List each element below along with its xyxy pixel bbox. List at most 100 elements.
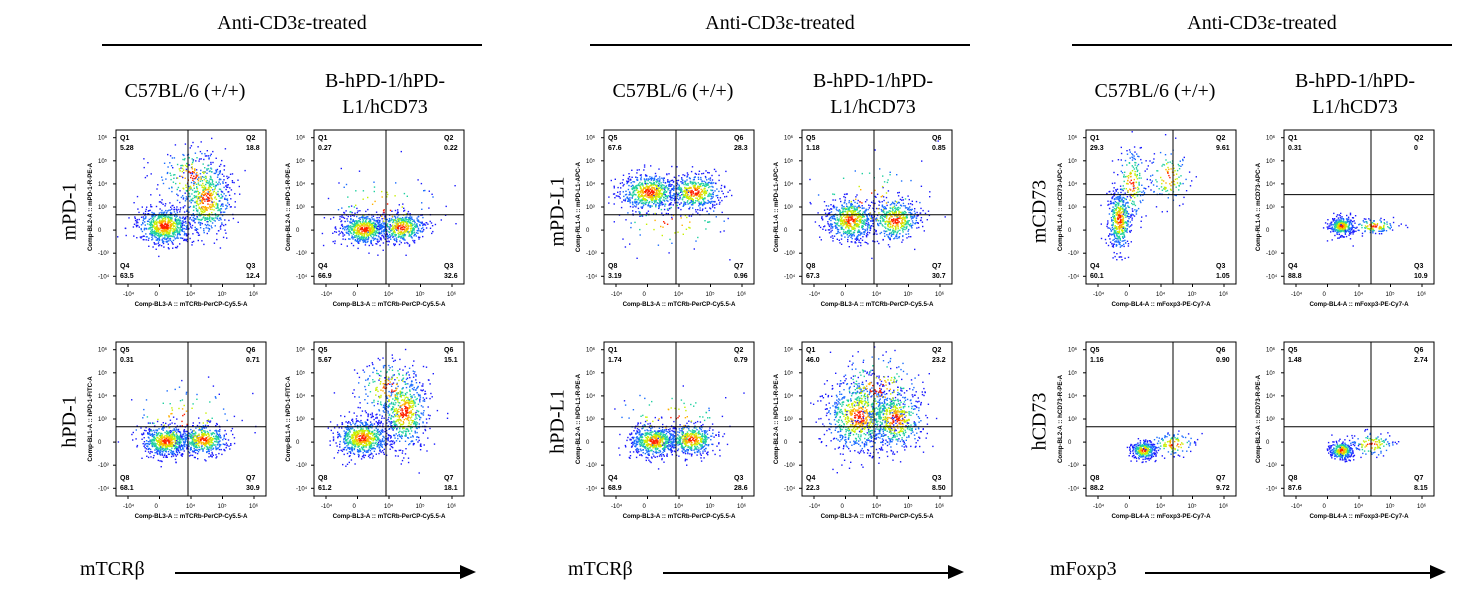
quadrant-label: Q2 xyxy=(1216,135,1225,142)
x-tick-label: -10⁴ xyxy=(809,291,821,298)
x-tick-label: -10⁴ xyxy=(1291,503,1303,510)
row-label-human: hPD-1 xyxy=(58,395,81,448)
y-tick-label: -10⁴ xyxy=(98,273,110,280)
quadrant-percent: 5.28 xyxy=(120,145,134,152)
x-tick-label: 0 xyxy=(643,504,647,510)
cell-events xyxy=(327,348,449,474)
quadrant-label: Q6 xyxy=(1414,347,1423,354)
quadrant-label: Q5 xyxy=(318,347,327,354)
quadrant-percent: 9.72 xyxy=(1216,485,1230,492)
header-underline xyxy=(590,44,970,46)
plot-frame xyxy=(313,129,465,285)
quadrant-percent: 63.5 xyxy=(120,273,134,280)
y-tick-label: -10⁴ xyxy=(586,273,598,280)
quadrant-label: Q8 xyxy=(1090,475,1099,482)
x-tick-label: -10⁴ xyxy=(123,503,135,510)
column-label-humanized: B-hPD-1/hPD-L1/hCD73 xyxy=(812,70,933,118)
quadrant-label: Q3 xyxy=(932,475,941,482)
x-tick-label: 10⁴ xyxy=(1354,291,1364,298)
quadrant-label: Q8 xyxy=(806,263,815,270)
y-tick-label: 10⁵ xyxy=(784,370,794,377)
quadrant-label: Q4 xyxy=(1288,263,1297,270)
y-tick-label: -10³ xyxy=(1266,251,1277,257)
x-axis-arrow-line xyxy=(663,572,948,574)
x-axis-marker-label: mFoxp3 xyxy=(1050,558,1117,580)
quadrant-percent: 61.2 xyxy=(318,485,332,492)
cell-events xyxy=(1326,428,1400,463)
x-axis-title: Comp-BL3-A :: mTCRb-PerCP-Cy5.5-A xyxy=(333,301,446,308)
quadrant-label: Q8 xyxy=(120,475,129,482)
quadrant-label: Q5 xyxy=(608,135,617,142)
y-axis-title: Comp-BL1-A :: hPD-1-FITC-A xyxy=(87,376,94,462)
quadrant-label: Q7 xyxy=(444,475,453,482)
y-tick-label: -10⁴ xyxy=(784,485,796,492)
y-tick-label: 10³ xyxy=(784,417,793,423)
quadrant-label: Q7 xyxy=(932,263,941,270)
y-axis-title: Comp-BL2-A :: hPD-L1-R-PE-A xyxy=(773,373,780,464)
y-tick-label: -10⁴ xyxy=(1266,485,1278,492)
x-tick-label: 10⁴ xyxy=(872,291,882,298)
x-tick-label: -10⁴ xyxy=(1291,291,1303,298)
flow-plot: Q5 0.31 Q6 0.71 Q8 68.1 Q7 30.9 -10⁴ 0 10⁴ 10⁵ 10⁶ 10… xyxy=(84,338,274,546)
quadrant-percent: 28.6 xyxy=(734,485,748,492)
flow-plot-svg: Q1 0.31 Q2 0 Q4 88.8 Q3 10.9 -10⁴ 0 10⁴ 10⁵ 10⁶ 10⁶ 10… xyxy=(1255,129,1435,308)
y-tick-label: 10⁴ xyxy=(296,393,306,400)
y-tick-label: 10⁴ xyxy=(784,181,794,188)
y-axis-title: Comp-RL1-A :: mPD-L1-APC-A xyxy=(575,161,582,252)
quadrant-percent: 67.6 xyxy=(608,145,622,152)
flow-plot-svg: Q5 67.6 Q6 28.3 Q8 3.19 Q7 0.96 -10⁴ 0 10⁴ 10⁵ 10⁶ 10… xyxy=(575,129,755,308)
x-tick-label: -10⁴ xyxy=(611,503,623,510)
y-tick-label: 10⁴ xyxy=(98,181,108,188)
x-tick-label: 10⁴ xyxy=(872,503,882,510)
x-tick-label: 10⁶ xyxy=(447,503,457,510)
y-tick-label: -10³ xyxy=(296,251,307,257)
x-tick-label: 10⁴ xyxy=(674,503,684,510)
y-tick-label: 0 xyxy=(784,440,788,446)
x-tick-label: 10⁵ xyxy=(416,503,426,510)
flow-plot: Q1 5.28 Q2 18.8 Q4 63.5 Q3 12.4 -10⁴ 0 10⁴ 10⁵ 10⁶ 10… xyxy=(84,126,274,334)
x-tick-label: 0 xyxy=(1323,504,1327,510)
flow-plot-svg: Q1 5.28 Q2 18.8 Q4 63.5 Q3 12.4 -10⁴ 0 10⁴ 10⁵ 10⁶ 10… xyxy=(87,129,267,308)
flow-plot-svg: Q5 1.16 Q6 0.90 Q8 88.2 Q7 9.72 -10⁴ 0 10⁴ 10⁵ 10⁶ 10… xyxy=(1057,341,1237,520)
y-tick-label: 10⁴ xyxy=(1266,181,1276,188)
flow-plot-svg: Q5 0.31 Q6 0.71 Q8 68.1 Q7 30.9 -10⁴ 0 10⁴ 10⁵ 10⁶ 10… xyxy=(87,341,267,520)
y-tick-label: -10³ xyxy=(98,463,109,469)
plot-frame xyxy=(801,129,953,285)
y-tick-label: 10³ xyxy=(784,205,793,211)
quadrant-percent: 1.05 xyxy=(1216,273,1230,280)
plot-frame xyxy=(603,341,755,497)
y-tick-label: 0 xyxy=(296,228,300,234)
x-tick-label: 10⁶ xyxy=(249,503,259,510)
y-tick-label: 10⁵ xyxy=(1266,158,1276,165)
quadrant-percent: 8.15 xyxy=(1414,485,1428,492)
x-tick-label: -10⁴ xyxy=(611,291,623,298)
y-tick-label: 10⁶ xyxy=(1068,347,1078,354)
flow-plot-svg: Q5 1.18 Q6 0.85 Q8 67.3 Q7 30.7 -10⁴ 0 10⁴ 10⁵ 10⁶ 10… xyxy=(773,129,953,308)
y-tick-label: -10⁴ xyxy=(586,485,598,492)
x-tick-label: 10⁶ xyxy=(737,503,747,510)
y-axis-title: Comp-RL1-A :: mCD73-APC-A xyxy=(1057,162,1064,251)
quadrant-label: Q1 xyxy=(806,347,815,354)
x-tick-label: 10⁵ xyxy=(416,291,426,298)
panel-header: Anti-CD3ε-treated xyxy=(1187,12,1337,34)
x-tick-label: -10⁴ xyxy=(1093,503,1105,510)
x-tick-label: 10⁶ xyxy=(1219,503,1229,510)
x-tick-label: 0 xyxy=(353,504,357,510)
flow-plot: Q5 1.18 Q6 0.85 Q8 67.3 Q7 30.7 -10⁴ 0 10⁴ 10⁵ 10⁶ 10… xyxy=(770,126,960,334)
x-tick-label: 10⁴ xyxy=(1156,291,1166,298)
x-tick-label: -10⁴ xyxy=(123,291,135,298)
y-tick-label: 10⁴ xyxy=(1266,393,1276,400)
y-tick-label: 10⁵ xyxy=(296,370,306,377)
cell-events xyxy=(1100,131,1197,261)
x-tick-label: 10⁴ xyxy=(1156,503,1166,510)
quadrant-percent: 66.9 xyxy=(318,273,332,280)
x-tick-label: -10⁴ xyxy=(809,503,821,510)
y-tick-label: 10³ xyxy=(98,417,107,423)
y-tick-label: -10³ xyxy=(1266,463,1277,469)
quadrant-label: Q7 xyxy=(1414,475,1423,482)
figure-panel: Anti-CD3ε-treated C57BL/6 (+/+) B-hPD-1/hP… xyxy=(1029,0,1464,592)
x-axis-arrow-line xyxy=(1145,572,1430,574)
quadrant-percent: 0.96 xyxy=(734,273,748,280)
y-tick-label: 10⁴ xyxy=(784,393,794,400)
quadrant-label: Q4 xyxy=(608,475,617,482)
